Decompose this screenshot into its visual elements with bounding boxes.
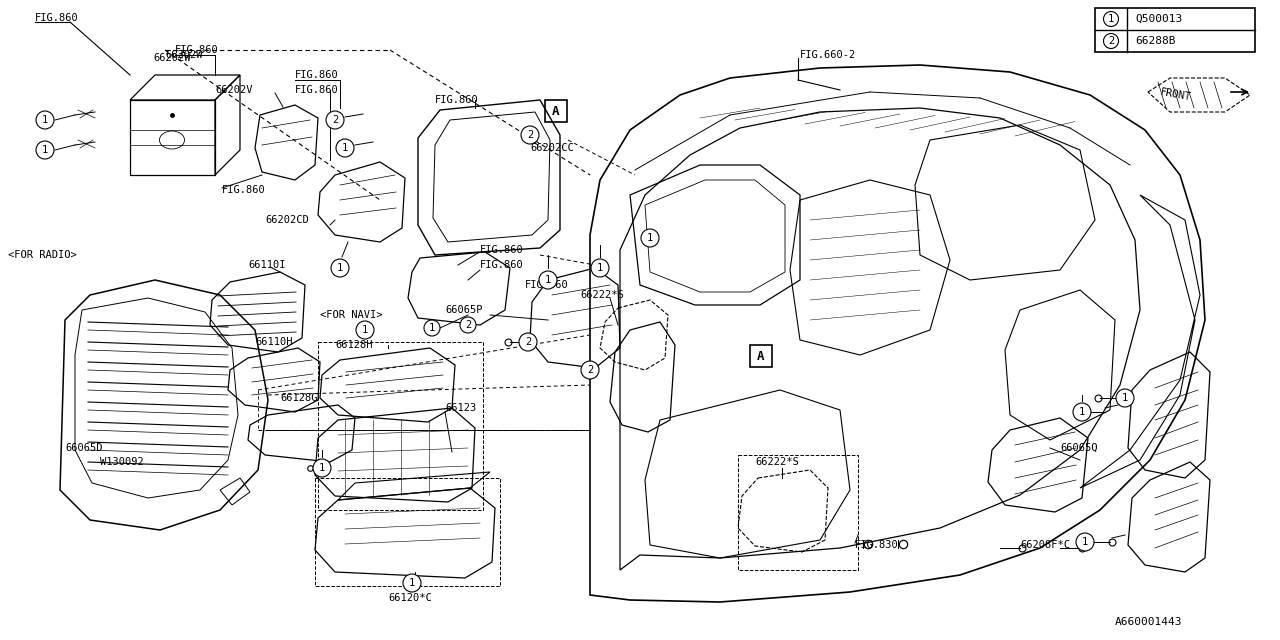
Circle shape: [641, 229, 659, 247]
Text: 1: 1: [646, 233, 653, 243]
Text: FIG.830: FIG.830: [855, 540, 899, 550]
Text: 66202W: 66202W: [165, 50, 202, 60]
Text: 66110H: 66110H: [255, 337, 293, 347]
Text: FIG.860: FIG.860: [294, 85, 339, 95]
Text: 1: 1: [342, 143, 348, 153]
Text: 1: 1: [596, 263, 603, 273]
Text: 1: 1: [42, 145, 49, 155]
Text: 66288B: 66288B: [1135, 36, 1175, 46]
Text: 66123: 66123: [445, 403, 476, 413]
Circle shape: [332, 259, 349, 277]
Text: FIG.860: FIG.860: [435, 95, 479, 105]
Circle shape: [36, 141, 54, 159]
Text: 66222*S: 66222*S: [580, 290, 623, 300]
Text: FIG.660-2: FIG.660-2: [800, 50, 856, 60]
Bar: [317, 342, 483, 510]
Text: 66222*S: 66222*S: [755, 457, 799, 467]
Text: <FOR NAVI>: <FOR NAVI>: [320, 310, 383, 320]
Text: W130092: W130092: [100, 457, 143, 467]
Text: FIG.860: FIG.860: [525, 280, 568, 290]
Text: 66110I: 66110I: [248, 260, 285, 270]
Text: 1: 1: [42, 115, 49, 125]
Circle shape: [1076, 533, 1094, 551]
Text: 1: 1: [319, 463, 325, 473]
Bar: [1094, 8, 1254, 52]
Circle shape: [424, 320, 440, 336]
Text: 1: 1: [1121, 393, 1128, 403]
Text: 1: 1: [545, 275, 552, 285]
Text: 66065D: 66065D: [65, 443, 102, 453]
Circle shape: [356, 321, 374, 339]
Circle shape: [460, 317, 476, 333]
Text: 66065P: 66065P: [445, 305, 483, 315]
Text: FRONT: FRONT: [1160, 88, 1193, 102]
Text: 66202CC: 66202CC: [530, 143, 573, 153]
Text: A: A: [758, 349, 764, 362]
Text: 66128G: 66128G: [280, 393, 317, 403]
Circle shape: [539, 271, 557, 289]
Circle shape: [581, 361, 599, 379]
Text: <FOR RADIO>: <FOR RADIO>: [8, 250, 77, 260]
Text: 1: 1: [429, 323, 435, 333]
Text: 66202W: 66202W: [154, 53, 191, 63]
Bar: [750, 345, 772, 367]
Text: 66065Q: 66065Q: [1060, 443, 1097, 453]
Circle shape: [403, 574, 421, 592]
Text: 1: 1: [1108, 14, 1114, 24]
Text: 66202CD: 66202CD: [265, 215, 308, 225]
Bar: [739, 455, 858, 570]
Circle shape: [326, 111, 344, 129]
Text: A: A: [552, 104, 559, 118]
Circle shape: [1103, 33, 1119, 49]
Circle shape: [591, 259, 609, 277]
Text: 1: 1: [408, 578, 415, 588]
Text: 1: 1: [337, 263, 343, 273]
Text: 66208F*C: 66208F*C: [1020, 540, 1070, 550]
Circle shape: [1116, 389, 1134, 407]
Text: 2: 2: [332, 115, 338, 125]
Text: 1: 1: [362, 325, 369, 335]
Text: 2: 2: [527, 130, 534, 140]
Circle shape: [1073, 403, 1091, 421]
Circle shape: [314, 459, 332, 477]
Text: FIG.860: FIG.860: [294, 70, 339, 80]
Bar: [315, 478, 500, 586]
Text: 1: 1: [1082, 537, 1088, 547]
Circle shape: [337, 139, 355, 157]
Text: FIG.860: FIG.860: [480, 245, 524, 255]
Text: FIG.860: FIG.860: [221, 185, 266, 195]
Text: 2: 2: [586, 365, 593, 375]
Text: FIG.860: FIG.860: [175, 45, 219, 55]
Text: 66128H: 66128H: [335, 340, 372, 350]
Text: FIG.860: FIG.860: [35, 13, 79, 23]
Text: 66120*C: 66120*C: [388, 593, 431, 603]
Bar: [545, 100, 567, 122]
Text: 1: 1: [1079, 407, 1085, 417]
Text: A660001443: A660001443: [1115, 617, 1183, 627]
Text: Q500013: Q500013: [1135, 14, 1183, 24]
Text: 2: 2: [465, 320, 471, 330]
Text: 2: 2: [1108, 36, 1114, 46]
Circle shape: [36, 111, 54, 129]
Circle shape: [521, 126, 539, 144]
Text: 66202V: 66202V: [215, 85, 252, 95]
Circle shape: [518, 333, 538, 351]
Text: FIG.860: FIG.860: [480, 260, 524, 270]
Text: 2: 2: [525, 337, 531, 347]
Circle shape: [1103, 12, 1119, 26]
